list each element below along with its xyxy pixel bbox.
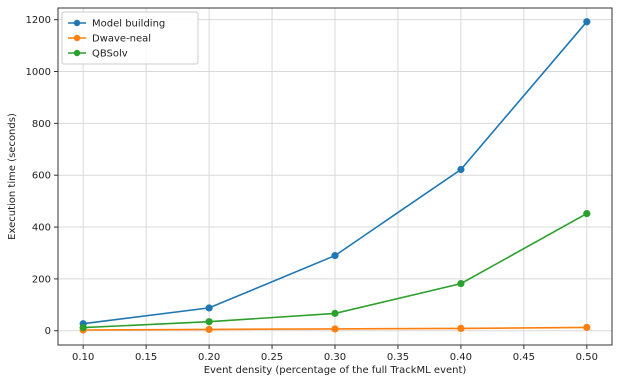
x-tick-label: 0.30	[324, 352, 346, 363]
data-point	[205, 304, 213, 312]
x-tick-label: 0.20	[198, 352, 220, 363]
data-point	[457, 279, 465, 288]
x-tick-label: 0.15	[135, 352, 157, 363]
y-tick-label: 800	[32, 119, 51, 130]
data-point	[331, 309, 339, 317]
x-axis-ticks: 0.10 0.15 0.20 0.25 0.30 0.35 0.40 0.45 0.50	[72, 345, 598, 363]
legend-swatch-marker	[73, 49, 81, 57]
y-tick-label: 0	[45, 326, 51, 337]
data-point	[79, 324, 87, 332]
x-tick-label: 0.50	[576, 352, 598, 363]
x-tick-label: 0.35	[387, 352, 409, 363]
x-tick-label: 0.40	[450, 352, 472, 363]
data-point	[205, 325, 213, 334]
x-tick-label: 0.45	[513, 352, 535, 363]
series-dwave-neal	[79, 323, 591, 334]
y-tick-label: 400	[32, 223, 51, 234]
data-point	[457, 324, 465, 333]
data-point	[583, 323, 591, 331]
y-tick-label: 200	[32, 274, 51, 285]
legend: Model building Dwave-neal QBSolv	[61, 11, 199, 65]
series-layer	[79, 18, 591, 334]
series-qbsolv	[79, 209, 591, 332]
y-tick-label: 1000	[26, 67, 51, 78]
legend-label: Dwave-neal	[92, 34, 151, 45]
data-point	[331, 325, 339, 333]
legend-item: Dwave-neal	[68, 34, 151, 45]
x-axis-label: Event density (percentage of the full Tr…	[204, 365, 467, 376]
legend-label: Model building	[92, 19, 165, 30]
y-tick-label: 600	[32, 171, 51, 182]
legend-swatch-marker	[73, 19, 81, 27]
legend-swatch-marker	[73, 34, 81, 42]
series-model-building	[79, 18, 591, 328]
data-point	[583, 209, 591, 218]
legend-label: QBSolv	[92, 49, 128, 60]
y-axis-ticks: 0 200 400 600 800 1000 1200	[26, 15, 58, 337]
data-point	[583, 18, 591, 26]
legend-box	[61, 11, 199, 65]
grid	[58, 8, 612, 345]
y-tick-label: 1200	[26, 15, 51, 26]
data-point	[457, 165, 465, 174]
x-tick-label: 0.25	[261, 352, 283, 363]
y-axis-label: Execution time (seconds)	[7, 113, 18, 240]
legend-item: Model building	[68, 19, 165, 30]
legend-item: QBSolv	[68, 49, 128, 60]
data-point	[205, 318, 213, 326]
data-point	[331, 251, 339, 260]
x-tick-label: 0.10	[72, 352, 94, 363]
